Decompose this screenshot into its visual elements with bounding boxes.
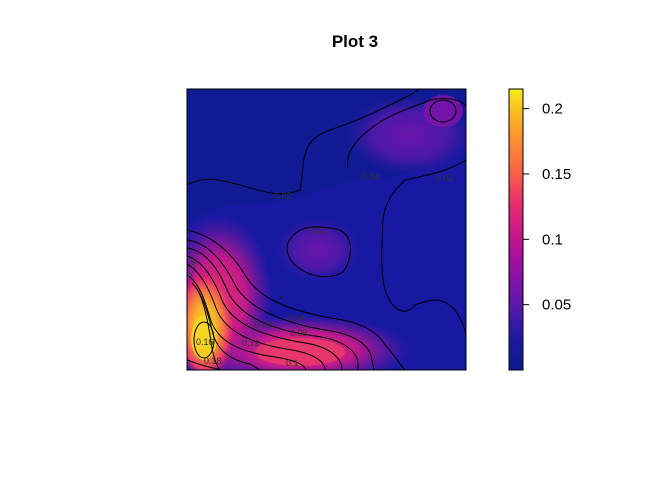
contour-line <box>429 99 457 123</box>
colorbar-tick-label: 0.2 <box>542 101 563 118</box>
contour-label: 0.04 <box>308 226 326 236</box>
contour-label: 0.12 <box>242 338 260 348</box>
colorbar-tick-label: 0.15 <box>542 166 571 183</box>
contour-line <box>187 263 326 370</box>
contour-label: 0.16 <box>196 337 214 347</box>
colorbar-ticks: 0.05 0.1 0.15 0.2 <box>523 101 571 314</box>
contour-label: 0.14 <box>183 259 198 279</box>
colorbar-gradient <box>508 88 524 371</box>
contour-line <box>187 247 359 370</box>
contour-label: 0.02 <box>274 191 292 201</box>
plot-frame <box>186 88 467 371</box>
contour-line <box>195 287 221 370</box>
contour-label: 0.1 <box>286 358 299 368</box>
contour-line <box>381 159 466 341</box>
contour-line <box>187 239 375 370</box>
colorbar-tick-label: 0.1 <box>542 231 563 248</box>
contour-label: 0.02 <box>436 173 454 183</box>
heatmap-blob-topright-core <box>423 95 463 127</box>
chart-title: Plot 3 <box>332 32 378 51</box>
contour-line <box>187 89 421 195</box>
contour-line <box>347 97 466 169</box>
contour-lines <box>187 89 466 370</box>
colorbar: 0.05 0.1 0.15 0.2 <box>508 88 571 371</box>
contour-line <box>187 229 406 370</box>
contour-line <box>187 274 307 370</box>
heatmap-panel: 0.04 0.02 0.02 0.04 0.04 0.06 0.1 0.12 0… <box>183 89 466 370</box>
contour-line <box>187 255 343 370</box>
contour-labels: 0.04 0.02 0.02 0.04 0.04 0.06 0.1 0.12 0… <box>183 172 454 368</box>
contour-label: 0.06 <box>254 320 272 330</box>
contour-label: 0.04 <box>287 313 305 323</box>
heatmap-blob-center <box>276 218 360 282</box>
marker-point <box>279 296 283 300</box>
contour-label: 0.08 <box>290 328 308 338</box>
colorbar-tick-label: 0.05 <box>542 297 571 314</box>
contour-label: 0.04 <box>362 172 380 182</box>
contour-line <box>187 359 223 370</box>
contour-line <box>286 226 351 278</box>
contour-label: 0.18 <box>204 356 222 366</box>
contour-line <box>193 321 215 359</box>
